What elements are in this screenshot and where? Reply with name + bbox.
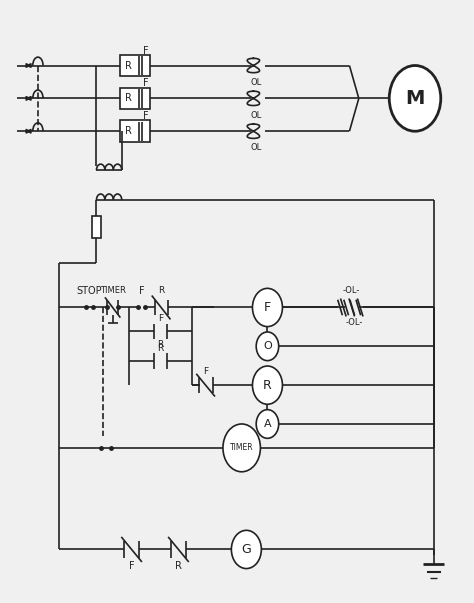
- Text: OL: OL: [250, 144, 261, 153]
- Text: TIMER: TIMER: [230, 443, 254, 452]
- Text: OL: OL: [250, 78, 261, 87]
- Text: STOP: STOP: [77, 286, 102, 295]
- Text: F: F: [158, 314, 163, 323]
- Text: R: R: [157, 344, 164, 353]
- Text: -OL-: -OL-: [346, 318, 363, 327]
- Text: F: F: [143, 46, 148, 55]
- Text: R: R: [157, 340, 164, 349]
- Circle shape: [256, 409, 279, 438]
- Circle shape: [223, 424, 260, 472]
- Text: R: R: [125, 93, 132, 103]
- Text: R: R: [263, 379, 272, 391]
- Text: G: G: [241, 543, 251, 556]
- Text: R: R: [175, 561, 182, 571]
- Text: F: F: [138, 286, 144, 295]
- Bar: [120, 121, 150, 142]
- Text: F: F: [143, 112, 148, 121]
- Text: A: A: [264, 419, 271, 429]
- Circle shape: [389, 66, 441, 131]
- Text: M: M: [405, 89, 425, 108]
- Bar: [120, 87, 150, 109]
- Text: OL: OL: [250, 110, 261, 119]
- Text: O: O: [263, 341, 272, 352]
- Circle shape: [256, 332, 279, 361]
- Text: R: R: [125, 126, 132, 136]
- Circle shape: [253, 288, 283, 327]
- Bar: [92, 216, 101, 238]
- Bar: [120, 55, 150, 76]
- Text: F: F: [129, 561, 135, 571]
- Text: TIMER: TIMER: [100, 286, 126, 295]
- Text: R: R: [158, 286, 164, 295]
- Text: F: F: [264, 301, 271, 314]
- Circle shape: [253, 366, 283, 404]
- Text: F: F: [143, 78, 148, 89]
- Text: R: R: [125, 60, 132, 71]
- Text: F: F: [203, 367, 208, 376]
- Text: -OL-: -OL-: [343, 286, 360, 295]
- Circle shape: [231, 530, 261, 569]
